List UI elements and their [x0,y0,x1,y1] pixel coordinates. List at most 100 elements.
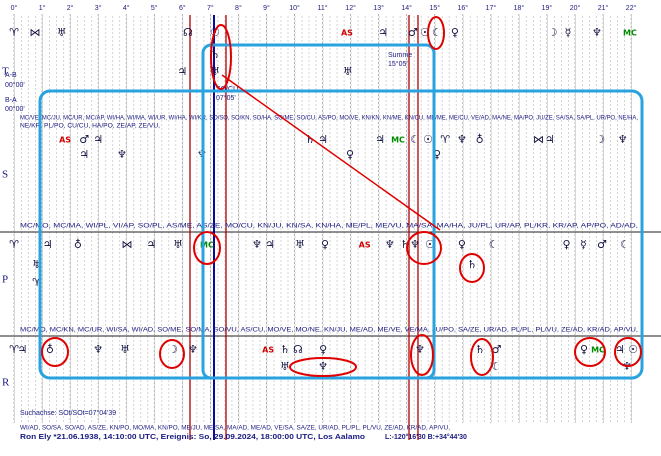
planet-glyph: ♁ [476,133,484,146]
axis-point-label: SO/CU [216,86,238,93]
fine-grid [14,15,634,423]
annotations-blue [38,43,644,380]
annotations-red [41,16,642,377]
highlight-box [38,89,644,380]
planet-glyph: ♈ [9,238,19,251]
connector-line [221,74,441,231]
planet-glyph: ♅ [343,65,353,78]
planet-glyph: ♅ [57,26,67,39]
midpoint-list: WI/AD, SO/SA, SO/AD, AS/ZE, KN/PO, MO/MA… [20,426,450,432]
planet-glyph: ♆ [318,360,328,373]
planet-glyph: ☽ [168,343,178,356]
circle-mark [470,338,494,376]
planet-glyph: MC [391,136,405,145]
planet-glyph: ♀ [321,238,329,251]
planet-glyph: ☾ [410,133,420,146]
planet-glyph: ☾ [492,360,502,373]
planet-glyph: ♅ [210,65,220,78]
planet-glyph: ♈ [9,343,19,356]
planet-glyph: MC [623,29,637,38]
scale-label: 21° [598,4,609,12]
planet-glyph: ♃ [265,238,275,251]
planet-glyph: ⋈ [122,238,133,251]
planet-glyph: ♆ [618,133,628,146]
planet-glyph: ♆ [252,238,262,251]
sum-label: Summe [388,52,412,59]
circle-mark [41,337,69,367]
scale-label: 5° [151,4,158,12]
coordinates: L:-120°16'30 B:+34°44'30 [385,433,467,441]
circle-mark [193,231,221,265]
planet-glyph: ♁ [74,238,82,251]
scale-label: 1° [39,4,46,12]
circle-mark [427,16,445,50]
planet-glyph: ♄ [280,343,290,356]
row-label: S [2,169,8,181]
planet-glyph: ♈ [9,26,19,39]
planet-glyph: ♆ [93,343,103,356]
planet-glyph: ♅ [32,258,42,271]
planet-glyph: ♃ [17,343,27,356]
planet-glyph: ♈ [32,276,42,289]
planet-glyph: ♆ [410,238,420,251]
scale-label: 14° [401,4,412,12]
planet-glyph: AS [262,346,274,355]
midpoint-list: MC/MO, MC/KN, MC/UR, WI/SA, WI/AD, SO/ME… [20,328,638,334]
ba-value: 00°00' [5,105,25,113]
circle-mark [614,337,642,367]
scale-label: 19° [542,4,553,12]
planet-glyph: MC [591,346,605,355]
circle-mark [159,339,185,369]
scale-label: 18° [514,4,525,12]
planet-glyph: ♀ [346,148,354,161]
planet-glyph: ☿ [565,26,572,39]
circle-mark [459,253,485,283]
circle-mark [210,24,232,90]
planet-glyph: ⋈ [30,26,41,39]
planet-glyph: ☽ [595,133,605,146]
axis-point-value: 07°05' [216,94,236,102]
planet-glyph: ♂ [492,343,502,356]
circle-mark [289,357,357,377]
planet-glyph: ♆ [385,238,395,251]
planet-glyph: ☿ [580,238,587,251]
circle-mark [406,231,442,265]
scale-label: 22° [626,4,637,12]
planet-glyph: ♄ [400,238,410,251]
planet-glyph: ♆ [415,343,425,356]
planet-glyph: ☉ [420,26,430,39]
planet-glyph: ♀ [563,238,571,251]
planet-glyph: ☾ [620,238,630,251]
planet-glyph: AS [59,136,71,145]
planet-glyph: ♃ [93,133,103,146]
midpoint-list: NE/KR, PL/PO, CU/CU, HA/PO, ZE/AP, ZE/VU… [20,124,160,130]
ab-label: A-B [5,72,17,79]
planet-glyph: ☊ [183,26,193,39]
midpoint-list: MC/MO, MC/MA, WI/PL, VI/AP, SO/PL, AS/ME… [20,224,638,230]
scale-label: 6° [179,4,186,12]
planet-glyph: ♄ [305,133,315,146]
planet-glyph: AS [359,241,371,250]
planet-glyph: ♃ [43,238,53,251]
ab-value: 00°00' [5,81,25,89]
planet-glyph: ♃ [375,133,385,146]
scale-label: 4° [123,4,130,12]
planet-glyph: ♃ [318,133,328,146]
planet-glyph: ♄ [467,258,477,271]
planet-glyph: ♂ [79,133,89,146]
scale-label: 12° [345,4,356,12]
planet-glyph: ☉ [423,133,433,146]
scale-label: 15° [429,4,440,12]
scale-label: 11° [318,4,328,12]
planet-glyph: ♈ [440,133,450,146]
scale-label: 10° [289,4,300,12]
scale-label: 3° [95,4,102,12]
planet-glyph: ☾ [489,238,499,251]
planet-glyph: ⋈ [533,133,544,146]
planet-glyph: ♅ [295,238,305,251]
scale-label: 7° [207,4,214,12]
planet-glyph: ♆ [457,133,467,146]
planet-glyph: ♀ [433,148,441,161]
planet-glyph: ♃ [378,26,388,39]
planet-glyph: ♃ [147,238,157,251]
